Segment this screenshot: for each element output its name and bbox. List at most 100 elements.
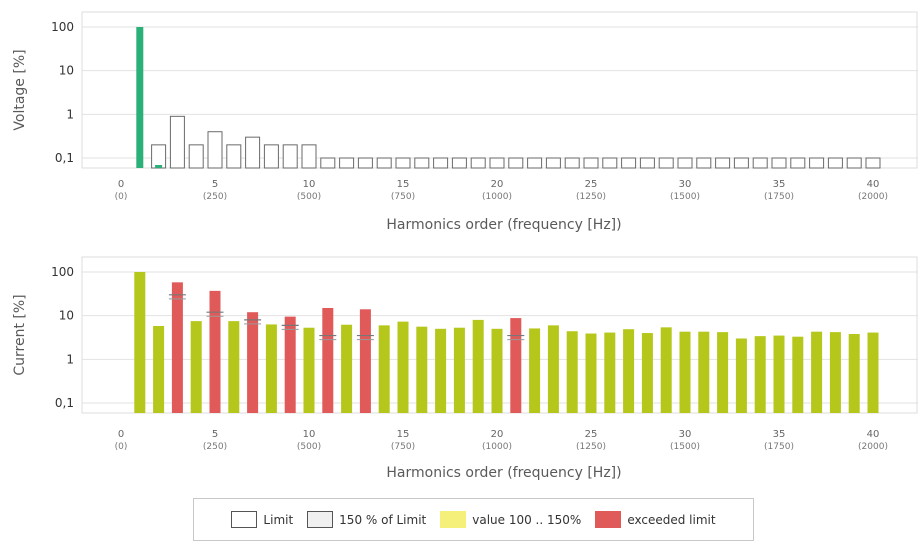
y-tick-label: 1 <box>66 352 74 366</box>
limit-bar <box>639 157 655 169</box>
x-tick-sublabel: (250) <box>203 192 227 202</box>
x-tick-sublabel: (1500) <box>670 192 700 202</box>
x-tick-sublabel: (1750) <box>764 192 794 202</box>
limit-bar <box>395 157 411 169</box>
exceeded-bar <box>284 316 296 413</box>
x-tick-label: 5 <box>212 179 218 190</box>
limit-bar <box>263 144 279 169</box>
limit-bar <box>414 157 430 169</box>
value-bar <box>566 331 578 413</box>
x-tick-label: 30 <box>679 179 692 190</box>
current-chart: 100 10 1 0,1 Current [%] 0 (0) 5 (250) 10 (500) 15 (… <box>12 256 918 481</box>
x-tick-label: 40 <box>867 429 880 440</box>
x-tick-sublabel: (2000) <box>858 192 888 202</box>
x-tick-label: 0 <box>118 429 124 440</box>
value-bar <box>641 333 653 413</box>
value-bar <box>604 332 616 413</box>
limit-bar <box>320 157 336 169</box>
limit-bar <box>545 157 561 169</box>
value-bar <box>735 338 747 413</box>
limit-bar <box>527 157 543 169</box>
value-bar <box>547 325 559 413</box>
legend-swatch-warn <box>440 511 467 528</box>
limit-bar <box>151 144 167 169</box>
limit-bar <box>226 144 242 169</box>
limit-bar <box>245 136 261 169</box>
legend-swatch-exceeded <box>595 511 622 528</box>
limit-bar <box>790 157 806 169</box>
x-tick-sublabel: (1000) <box>482 442 512 452</box>
value-bar <box>848 334 860 413</box>
value-bar <box>341 324 353 413</box>
value-bar <box>153 325 165 413</box>
limit-bar <box>658 157 674 169</box>
chart-legend: Limit 150 % of Limit value 100 .. 150% e… <box>193 498 754 541</box>
value-bar <box>773 335 785 413</box>
limit-bar <box>508 157 524 169</box>
y-tick-label: 100 <box>51 265 74 279</box>
y-tick-label: 10 <box>59 64 74 78</box>
legend-item-limit: Limit <box>231 511 293 528</box>
limit-bar <box>602 157 618 169</box>
limit-bar <box>809 157 825 169</box>
limit-bar <box>282 144 298 169</box>
value-bar <box>698 331 710 413</box>
legend-item-warn: value 100 .. 150% <box>440 511 581 528</box>
legend-label-exceeded: exceeded limit <box>627 512 716 527</box>
x-tick-label: 5 <box>212 429 218 440</box>
value-bar <box>623 329 635 413</box>
x-axis-title: Harmonics order (frequency [Hz]) <box>386 217 621 233</box>
x-tick-sublabel: (1000) <box>482 192 512 202</box>
value-bar <box>136 27 144 168</box>
x-tick-label: 20 <box>491 429 504 440</box>
x-tick-sublabel: (1500) <box>670 442 700 452</box>
value-bar <box>155 165 163 168</box>
x-tick-label: 35 <box>773 179 786 190</box>
limit-bar <box>433 157 449 169</box>
y-tick-label: 100 <box>51 20 74 34</box>
x-tick-sublabel: (250) <box>203 442 227 452</box>
legend-swatch-limit150 <box>307 511 334 528</box>
limit-bar <box>715 157 731 169</box>
limit-bar <box>188 144 204 169</box>
limit-bar <box>846 157 862 169</box>
x-tick-sublabel: (500) <box>297 192 321 202</box>
limit-bar <box>621 157 637 169</box>
limit-bar <box>677 157 693 169</box>
value-bar <box>585 333 597 413</box>
exceeded-bar <box>322 307 334 413</box>
x-tick-label: 35 <box>773 429 786 440</box>
limit-bar <box>376 157 392 169</box>
x-tick-label: 40 <box>867 179 880 190</box>
x-tick-label: 10 <box>303 179 316 190</box>
exceeded-bar <box>247 312 259 413</box>
limit-bar <box>489 157 505 169</box>
limit-bar <box>207 131 223 169</box>
plot-area <box>81 11 918 169</box>
x-tick-sublabel: (1250) <box>576 192 606 202</box>
x-tick-sublabel: (1250) <box>576 442 606 452</box>
exceeded-bar <box>209 290 221 413</box>
x-tick-sublabel: (0) <box>115 192 128 202</box>
value-bar <box>679 331 691 413</box>
y-tick-label: 1 <box>66 107 74 121</box>
value-bar <box>453 327 465 413</box>
value-bar <box>265 324 277 413</box>
value-bar <box>435 328 447 413</box>
legend-label-limit: Limit <box>263 512 294 527</box>
limit-bar <box>827 157 843 169</box>
limit-bar <box>696 157 712 169</box>
exceeded-bar <box>171 282 183 413</box>
limit-bar <box>169 115 185 169</box>
legend-label-limit150: 150 % of Limit <box>339 512 427 527</box>
y-tick-label: 0,1 <box>55 151 74 165</box>
voltage-chart: 100 10 1 0,1 Voltage [%] 0 (0) 5 (250) 10 (500) 15 (… <box>12 11 918 233</box>
x-tick-label: 30 <box>679 429 692 440</box>
y-tick-label: 10 <box>59 309 74 323</box>
value-bar <box>378 325 390 413</box>
legend-swatch-limit <box>231 511 258 528</box>
x-tick-sublabel: (1750) <box>764 442 794 452</box>
legend-item-exceeded: exceeded limit <box>595 511 716 528</box>
limit-bar <box>451 157 467 169</box>
